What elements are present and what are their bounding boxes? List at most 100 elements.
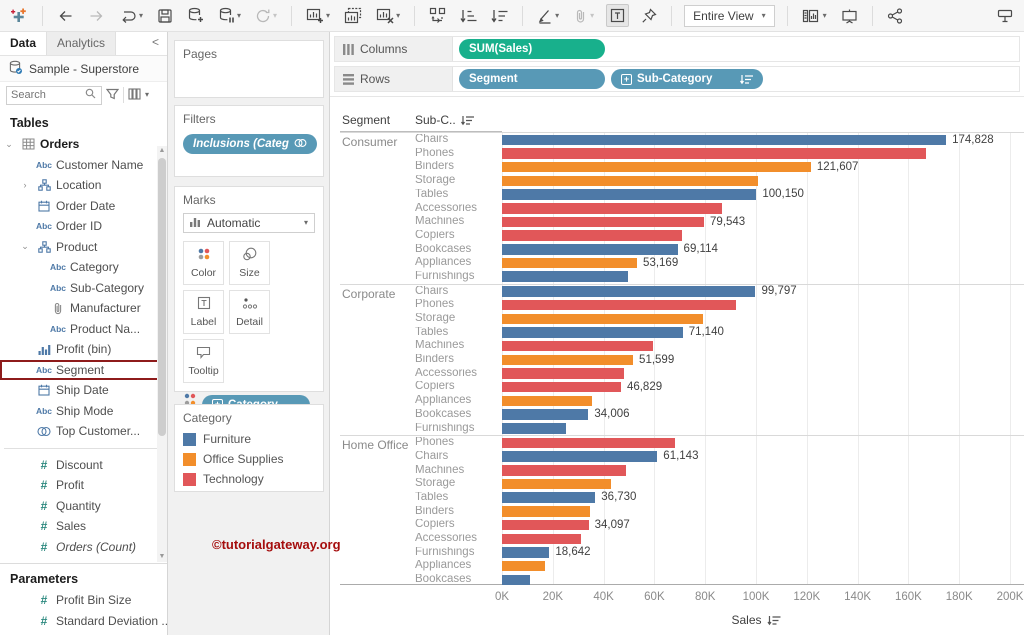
subcategory-label[interactable]: Appliances xyxy=(415,395,502,407)
subcategory-label[interactable]: Storage xyxy=(415,175,502,187)
legend-item-technology[interactable]: Technology xyxy=(183,469,315,489)
show-mark-labels-icon[interactable]: ▾ xyxy=(800,6,829,26)
rows-pill-segment[interactable]: Segment xyxy=(459,69,605,89)
bar-furniture[interactable] xyxy=(502,286,755,297)
subcategory-label[interactable]: Chairs xyxy=(415,286,502,298)
subcategory-label[interactable]: Accessories xyxy=(415,203,502,215)
field-row-product-na[interactable]: AbcProduct Na... xyxy=(0,319,167,340)
presentation-mode-icon[interactable] xyxy=(839,6,860,26)
expand-plus-icon[interactable]: + xyxy=(621,74,632,85)
tooltip-button[interactable]: Tooltip xyxy=(183,339,224,383)
fit-selector[interactable]: Entire View ▾ xyxy=(684,5,775,27)
x-tick[interactable]: 80K xyxy=(695,591,715,603)
bar-furniture[interactable] xyxy=(502,492,595,503)
bar-office-supplies[interactable] xyxy=(502,314,703,325)
subcategory-label[interactable]: Chairs xyxy=(415,134,502,146)
subcategory-label[interactable]: Appliances xyxy=(415,560,502,572)
segment-label[interactable]: Corporate xyxy=(342,287,395,301)
bar-furniture[interactable] xyxy=(502,244,678,255)
save-icon[interactable] xyxy=(155,6,175,26)
bar-furniture[interactable] xyxy=(502,547,549,558)
subcategory-label[interactable]: Tables xyxy=(415,492,502,504)
bar-office-supplies[interactable] xyxy=(502,396,592,407)
field-row-sub-category[interactable]: AbcSub-Category xyxy=(0,278,167,299)
bar-technology[interactable] xyxy=(502,382,621,393)
sort-descending-icon[interactable] xyxy=(489,6,510,26)
bar-technology[interactable] xyxy=(502,300,736,311)
label-button[interactable]: Label xyxy=(183,290,224,334)
replay-icon[interactable]: ▾ xyxy=(117,7,145,25)
subcategory-label[interactable]: Storage xyxy=(415,478,502,490)
sort-descending-icon[interactable] xyxy=(740,74,753,85)
rows-shelf[interactable]: Rows Segment + Sub-Category xyxy=(334,66,1020,92)
filters-card[interactable]: Filters Inclusions (Categ.. xyxy=(174,105,324,177)
search-box[interactable] xyxy=(6,86,102,105)
run-update-icon[interactable]: ▾ xyxy=(253,6,279,26)
highlight-icon[interactable]: ▾ xyxy=(535,6,561,26)
columns-pill-sum-sales[interactable]: SUM(Sales) xyxy=(459,39,605,59)
bar-technology[interactable] xyxy=(502,438,675,449)
field-row-location[interactable]: ›Location xyxy=(0,175,167,196)
scrollbar-thumb[interactable] xyxy=(158,158,166,436)
parameter-row-profit-bin-size[interactable]: #Profit Bin Size xyxy=(0,590,167,611)
bar-furniture[interactable] xyxy=(502,135,946,146)
bar-office-supplies[interactable] xyxy=(502,162,811,173)
x-tick[interactable]: 60K xyxy=(644,591,664,603)
subcategory-label[interactable]: Copiers xyxy=(415,519,502,531)
x-tick[interactable]: 0K xyxy=(495,591,509,603)
sub-category-column-header[interactable]: Sub-C.. xyxy=(415,113,474,127)
field-row-customer-name[interactable]: AbcCustomer Name xyxy=(0,155,167,176)
subcategory-label[interactable]: Tables xyxy=(415,327,502,339)
subcategory-label[interactable]: Phones xyxy=(415,299,502,311)
back-icon[interactable] xyxy=(55,6,76,26)
x-axis[interactable]: 0K20K40K60K80K100K120K140K160K180K200K xyxy=(502,591,1010,605)
segment-label[interactable]: Home Office xyxy=(342,438,408,452)
rows-pill-sub-category[interactable]: + Sub-Category xyxy=(611,69,763,89)
bar-technology[interactable] xyxy=(502,534,581,545)
subcategory-label[interactable]: Appliances xyxy=(415,257,502,269)
mark-type-dropdown[interactable]: Automatic ▾ xyxy=(183,213,315,233)
bar-office-supplies[interactable] xyxy=(502,479,611,490)
field-row-sales[interactable]: #Sales xyxy=(0,516,167,537)
sidebar-scrollbar[interactable]: ▲ ▼ xyxy=(157,146,167,562)
subcategory-label[interactable]: Copiers xyxy=(415,230,502,242)
pause-auto-updates-icon[interactable]: ▾ xyxy=(216,5,243,26)
bar-office-supplies[interactable] xyxy=(502,176,758,187)
x-tick[interactable]: 160K xyxy=(895,591,922,603)
bar-furniture[interactable] xyxy=(502,575,530,586)
subcategory-label[interactable]: Machines xyxy=(415,340,502,352)
subcategory-label[interactable]: Binders xyxy=(415,354,502,366)
columns-shelf[interactable]: Columns SUM(Sales) xyxy=(334,36,1020,62)
subcategory-label[interactable]: Machines xyxy=(415,216,502,228)
subcategory-label[interactable]: Bookcases xyxy=(415,574,502,586)
x-tick[interactable]: 100K xyxy=(743,591,770,603)
subcategory-label[interactable]: Copiers xyxy=(415,381,502,393)
bar-office-supplies[interactable] xyxy=(502,258,637,269)
subcategory-label[interactable]: Binders xyxy=(415,161,502,173)
x-axis-title[interactable]: Sales xyxy=(731,613,780,627)
bar-technology[interactable] xyxy=(502,148,926,159)
expand-icon[interactable]: › xyxy=(18,180,32,190)
subcategory-label[interactable]: Machines xyxy=(415,465,502,477)
field-row-manufacturer[interactable]: Manufacturer xyxy=(0,298,167,319)
x-tick[interactable]: 120K xyxy=(793,591,820,603)
field-row-quantity[interactable]: #Quantity xyxy=(0,496,167,517)
share-icon[interactable] xyxy=(885,6,906,26)
swap-rows-columns-icon[interactable] xyxy=(427,5,448,26)
annotation-icon[interactable]: ▾ xyxy=(571,6,596,26)
detail-button[interactable]: Detail xyxy=(229,290,270,334)
subcategory-label[interactable]: Accessories xyxy=(415,533,502,545)
datasource-row[interactable]: Sample - Superstore xyxy=(0,56,167,82)
new-data-source-icon[interactable] xyxy=(185,5,206,26)
field-row-ship-mode[interactable]: AbcShip Mode xyxy=(0,401,167,422)
x-tick[interactable]: 200K xyxy=(997,591,1024,603)
size-button[interactable]: Size xyxy=(229,241,270,285)
subcategory-label[interactable]: Tables xyxy=(415,189,502,201)
bar-technology[interactable] xyxy=(502,217,704,228)
view-options-icon[interactable] xyxy=(128,88,141,103)
legend-item-furniture[interactable]: Furniture xyxy=(183,429,315,449)
bar-furniture[interactable] xyxy=(502,409,588,420)
bar-furniture[interactable] xyxy=(502,327,683,338)
filter-fields-icon[interactable] xyxy=(106,88,119,103)
segment-column-header[interactable]: Segment xyxy=(342,113,390,127)
